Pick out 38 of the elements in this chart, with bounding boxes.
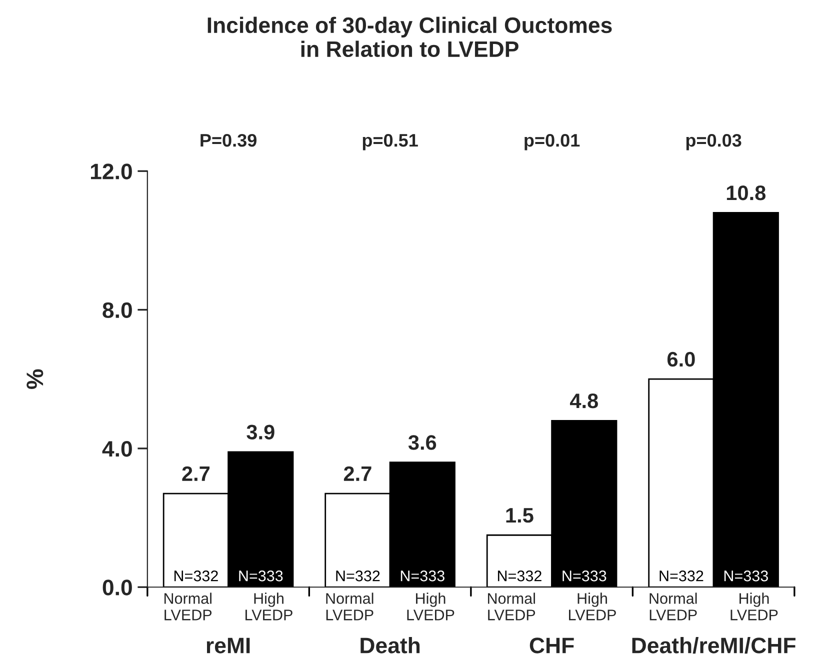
text: p=0.03 (686, 134, 742, 150)
y-tick-label: 0.0 (102, 580, 132, 596)
x-tick-label: Normal LVEDP (488, 592, 536, 620)
text: Death (360, 637, 420, 654)
x-tick-label: Normal LVEDP (326, 592, 374, 620)
chart-title: Incidence of 30-day Clinical Ouctomes in Relation to LVEDP (208, 16, 612, 58)
x-tick-label: High LVEDP (407, 592, 454, 620)
x-tick-label: High LVEDP (730, 592, 778, 620)
x-tick-label: Normal LVEDP (164, 592, 212, 620)
annotation: N=332 (498, 570, 542, 582)
text: CHF (530, 638, 574, 654)
y-tick-label: 4.0 (102, 440, 132, 457)
x-tick-label: High LVEDP (569, 592, 616, 620)
annotation: N=332 (174, 570, 218, 582)
text: Death/reMI/CHF (632, 637, 796, 654)
annotation: N=332 (336, 570, 380, 582)
y-axis-title: % (26, 369, 44, 390)
x-tick-label: High LVEDP (246, 592, 292, 620)
data-label: 2.7 (344, 466, 372, 481)
annotation: N=333 (239, 570, 283, 582)
text: reMI (206, 638, 250, 654)
data-label: 2.7 (182, 466, 210, 481)
annotation: N=333 (400, 570, 444, 582)
text: P=0.39 (200, 134, 256, 147)
text: p=0.01 (524, 134, 580, 150)
data-label: 4.8 (570, 394, 598, 408)
data-label: 3.6 (408, 435, 436, 450)
y-tick-label: 8.0 (102, 302, 132, 318)
data-label: 10.8 (726, 186, 766, 200)
annotation: N=333 (724, 570, 768, 582)
y-tick-label: 12.0 (90, 164, 132, 180)
annotation: N=332 (660, 570, 704, 582)
data-label: 3.9 (246, 424, 274, 440)
x-tick-label: Normal LVEDP (650, 592, 697, 620)
data-label: 1.5 (506, 508, 534, 523)
data-label: 6.0 (667, 352, 695, 367)
annotation: N=333 (562, 570, 606, 582)
text: p=0.51 (362, 134, 418, 150)
